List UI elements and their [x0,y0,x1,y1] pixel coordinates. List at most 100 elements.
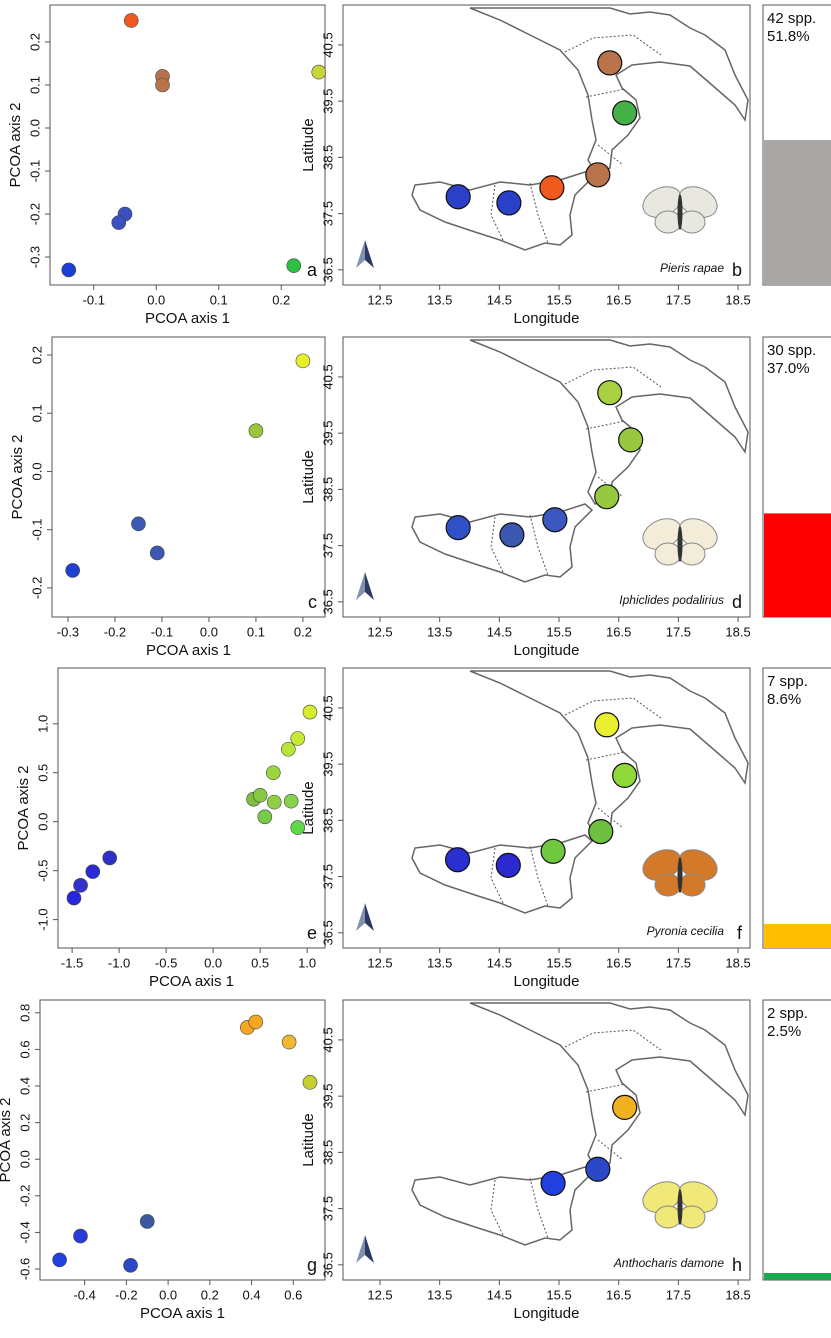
species-name: Pieris rapae [660,261,724,275]
x-tick-label: 12.5 [367,955,392,970]
region-border [529,845,549,907]
panel-bar: 8.6%7 spp. [762,667,831,949]
y-tick-label: -0.4 [17,1221,32,1243]
x-tick-label: 0.2 [272,292,290,307]
x-tick-label: 15.5 [546,292,571,307]
y-tick-label: -0.1 [27,160,42,182]
species-count: 2 spp. [767,1005,808,1022]
point [131,516,146,532]
x-tick-label: -0.3 [57,624,79,639]
plot-frame [57,667,326,949]
x-tick-label: -0.2 [115,1287,137,1302]
butterfly-wing [654,873,682,897]
plot-frame [51,336,326,618]
site [612,762,638,788]
y-tick-label: 39.5 [320,1083,335,1108]
north-arrow [365,903,374,931]
y-tick-label: 0.0 [27,119,42,137]
point [281,741,296,757]
x-tick-label: 17.5 [666,292,691,307]
x-tick-label: 0.0 [159,1287,177,1302]
plot-frame [342,4,751,286]
point [311,64,327,80]
site [594,712,620,738]
bar-value-label: 37.0% [767,360,810,377]
point [61,262,77,278]
region-border [490,1179,504,1236]
point [252,787,268,803]
x-tick-label: 18.5 [725,624,750,639]
site [540,838,566,864]
point [295,353,311,369]
point [290,820,306,835]
plot-frame [342,336,751,618]
panel-letter: e [307,923,317,943]
x-tick-label: 16.5 [606,1287,631,1302]
y-axis-label: PCOA axis 2 [7,102,24,187]
point [66,890,82,906]
y-tick-label: 0.0 [17,1150,32,1168]
x-tick-label: 12.5 [367,624,392,639]
point [65,563,80,578]
y-tick-label: -0.2 [29,577,44,599]
species-count: 42 spp. [767,10,816,27]
y-tick-label: 40.5 [320,364,335,389]
plot-frame [342,667,751,949]
butterfly-body [677,194,683,230]
plot-frame [342,999,751,1281]
x-axis-label: PCOA axis 1 [140,1305,225,1322]
x-tick-label: 14.5 [487,955,512,970]
x-axis-label: PCOA axis 1 [145,310,230,327]
x-tick-label: -1.0 [108,955,130,970]
site [499,522,525,548]
species-count: 7 spp. [767,673,808,690]
north-arrow [365,240,374,268]
y-tick-label: 0.1 [27,76,42,94]
panel-letter: a [307,260,318,280]
y-axis-label: Latitude [300,450,317,503]
region-border [529,514,549,576]
panel-letter: c [308,592,317,612]
point [73,878,88,893]
point [302,704,318,720]
x-axis-label: Longitude [514,1305,580,1322]
region-border [585,420,626,430]
panel-map: 12.5 13.5 14.5 15.5 16.5 17.5 18.5 36.5 37.5 38.5… [300,4,751,327]
x-tick-label: -0.5 [155,955,177,970]
north-arrow [356,240,365,268]
bar-frame [762,667,831,949]
y-tick-label: 37.5 [320,1196,335,1221]
coastline [469,1002,749,1168]
region-border [564,697,662,719]
region-border [585,88,626,98]
y-tick-label: -0.3 [27,246,42,268]
point [111,215,127,230]
y-axis-label: PCOA axis 2 [15,765,32,850]
x-tick-label: -1.5 [61,955,83,970]
x-tick-label: 14.5 [487,624,512,639]
x-tick-label: -0.2 [104,624,126,639]
bar-frame [762,999,831,1281]
bar [764,1273,831,1280]
x-tick-label: 16.5 [606,955,631,970]
y-tick-label: -0.5 [35,859,50,881]
x-tick-label: 16.5 [606,624,631,639]
y-tick-label: -0.2 [17,1185,32,1207]
bar [764,139,831,285]
bar [764,513,831,617]
y-tick-label: -0.6 [17,1258,32,1280]
region-border [490,184,504,241]
site [612,1094,638,1120]
north-arrow [356,572,365,600]
x-axis-label: PCOA axis 1 [146,642,231,659]
point [139,1214,155,1229]
butterfly-wing [678,873,706,897]
bar-value-label: 8.6% [767,691,801,708]
x-tick-label: -0.4 [73,1287,95,1302]
panel-map: 12.5 13.5 14.5 15.5 16.5 17.5 18.5 36.5 37.5 38.5… [300,336,751,659]
region-border [564,366,662,388]
point [257,809,273,825]
x-tick-label: 17.5 [666,624,691,639]
x-tick-label: 13.5 [427,1287,452,1302]
x-tick-label: 18.5 [725,955,750,970]
